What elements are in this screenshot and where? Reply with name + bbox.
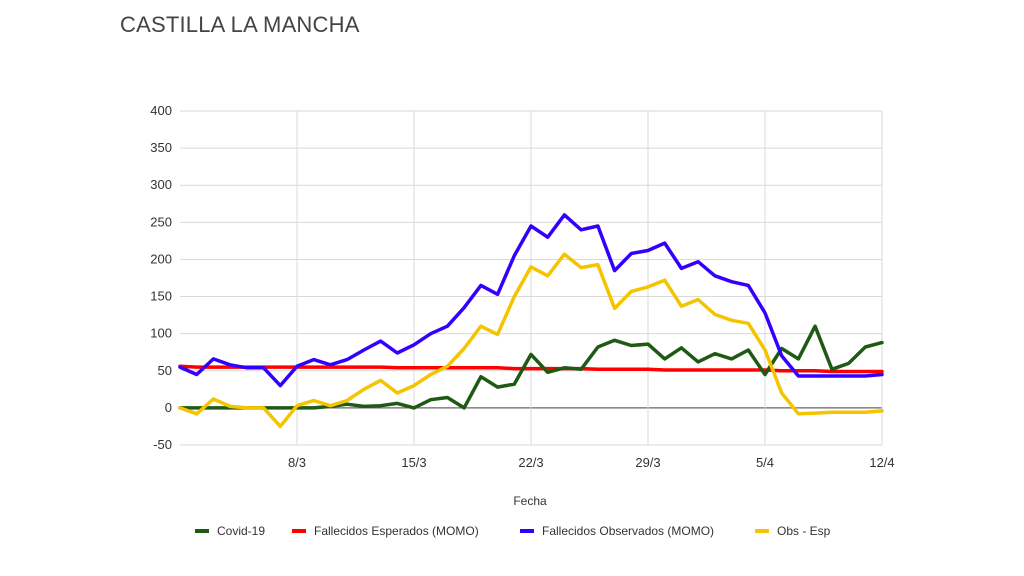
y-tick-label: 300 xyxy=(150,177,172,192)
legend-label: Fallecidos Observados (MOMO) xyxy=(542,524,714,538)
series-line-obs-esp xyxy=(178,252,884,429)
y-axis-ticks: -50 0 50 100 150 200 250 300 350 400 xyxy=(150,103,172,452)
legend-label: Covid-19 xyxy=(217,524,265,538)
x-tick-label: 8/3 xyxy=(288,455,306,470)
y-tick-label: 0 xyxy=(165,400,172,415)
x-axis-ticks: 8/3 15/3 22/3 29/3 5/4 12/4 xyxy=(288,455,895,470)
y-tick-label: 400 xyxy=(150,103,172,118)
series-lines xyxy=(178,213,884,429)
y-tick-label: 50 xyxy=(158,363,172,378)
grid-lines xyxy=(180,110,883,446)
legend: Covid-19 Fallecidos Esperados (MOMO) Falle… xyxy=(195,524,831,538)
page-title: CASTILLA LA MANCHA xyxy=(120,12,360,37)
y-tick-label: -50 xyxy=(153,437,172,452)
legend-label: Obs - Esp xyxy=(777,524,831,538)
x-tick-label: 22/3 xyxy=(518,455,543,470)
x-tick-label: 29/3 xyxy=(635,455,660,470)
y-tick-label: 200 xyxy=(150,251,172,266)
x-tick-label: 12/4 xyxy=(869,455,894,470)
legend-label: Fallecidos Esperados (MOMO) xyxy=(314,524,479,538)
y-tick-label: 350 xyxy=(150,140,172,155)
x-tick-label: 5/4 xyxy=(756,455,774,470)
y-tick-label: 250 xyxy=(150,214,172,229)
y-tick-label: 100 xyxy=(150,326,172,341)
x-tick-label: 15/3 xyxy=(401,455,426,470)
y-tick-label: 150 xyxy=(150,289,172,304)
series-line-fallecidos-observados-momo xyxy=(178,213,884,388)
x-axis-label: Fecha xyxy=(513,494,547,508)
